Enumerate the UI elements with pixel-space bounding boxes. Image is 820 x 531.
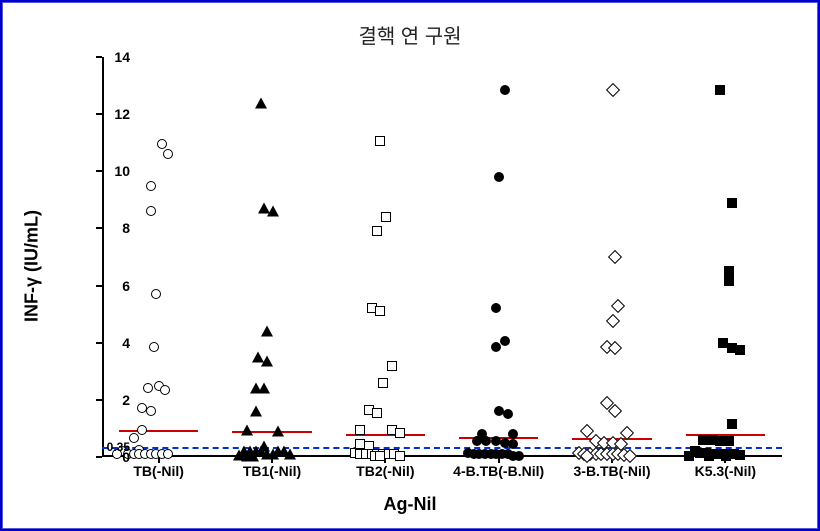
data-point [491,303,501,313]
data-point [255,97,267,108]
data-point [724,266,734,276]
data-point [472,436,482,446]
y-tick-label: 12 [114,106,130,122]
data-point [151,289,161,299]
y-tick-label: 8 [122,220,130,236]
data-point [727,419,737,429]
data-point [355,425,365,435]
data-point [372,408,382,418]
y-axis [102,57,104,457]
mean-line [119,430,198,432]
y-tick [96,285,102,287]
data-point [503,409,513,419]
data-point [514,451,524,461]
data-point [129,433,139,443]
data-point [163,149,173,159]
data-point [727,198,737,208]
data-point [500,85,510,95]
x-tick-label: K5.3(-Nil) [695,463,756,479]
y-tick [96,170,102,172]
data-point [247,450,259,461]
data-point [491,342,501,352]
data-point [500,336,510,346]
data-point [605,83,619,97]
data-point [241,424,253,435]
data-point [284,448,296,459]
data-point [163,449,173,459]
x-tick-label: TB1(-Nil) [243,463,301,479]
x-tick-label: TB2(-Nil) [356,463,414,479]
y-tick [96,227,102,229]
data-point [724,276,734,286]
x-tick-label: TB(-Nil) [133,463,184,479]
x-axis-label: Ag-Nil [384,494,437,515]
data-point [381,212,391,222]
data-point [157,139,167,149]
data-point [608,250,622,264]
data-point [735,345,745,355]
x-tick-label: 3-B.TB(-Nil) [574,463,651,479]
data-point [146,181,156,191]
data-point [258,383,270,394]
x-tick-label: 4-B.TB(-B.Nil) [453,463,544,479]
data-point [611,298,625,312]
data-point [605,314,619,328]
chart-title: 결핵 연 구원 [2,2,818,49]
data-point [378,378,388,388]
data-point [375,451,385,461]
y-tick-label: 10 [114,163,130,179]
y-tick-label: 6 [122,278,130,294]
data-point [721,451,731,461]
data-point [494,172,504,182]
data-point [143,383,153,393]
plot-area: TB(-Nil)TB1(-Nil)TB2(-Nil)4-B.TB(-B.Nil)… [102,57,782,457]
y-tick [96,113,102,115]
chart-frame: 결핵 연 구원 INF-γ (IU/mL) Ag-Nil TB(-Nil)TB1… [0,0,820,531]
data-point [715,85,725,95]
y-tick-label: 14 [114,49,130,65]
data-point [372,226,382,236]
data-point [267,206,279,217]
data-point [684,451,694,461]
data-point [508,429,518,439]
y-tick [96,56,102,58]
data-point [704,451,714,461]
threshold-line [102,447,782,449]
y-tick-label: 2 [122,392,130,408]
data-point [137,425,147,435]
data-point [250,406,262,417]
data-point [261,326,273,337]
threshold-label: 0.35 [107,440,130,454]
data-point [375,136,385,146]
x-axis [102,455,782,457]
y-axis-label: INF-γ (IU/mL) [22,210,43,322]
data-point [387,361,397,371]
data-point [395,451,405,461]
data-point [481,436,491,446]
data-point [395,428,405,438]
y-tick-label: 4 [122,335,130,351]
y-tick [96,456,102,458]
data-point [261,356,273,367]
y-tick [96,399,102,401]
data-point [272,426,284,437]
data-point [735,450,745,460]
data-point [146,206,156,216]
y-tick [96,342,102,344]
data-point [508,439,518,449]
data-point [160,385,170,395]
data-point [375,306,385,316]
data-point [149,342,159,352]
data-point [146,406,156,416]
data-point [724,436,734,446]
